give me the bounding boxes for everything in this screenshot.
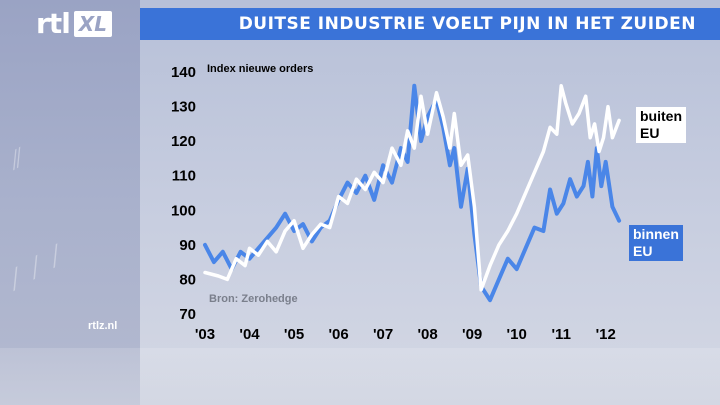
y-tick-label: 80 — [179, 271, 196, 288]
x-tick-label: '12 — [596, 326, 616, 343]
left-side-panel: ⁄⁄ ⁄⁄ ⁄ ⁄ ⁄ — [0, 0, 140, 405]
x-tick-label: '03 — [195, 326, 215, 343]
logo-rtl-text: rtl — [36, 7, 71, 40]
y-tick-label: 130 — [171, 99, 196, 116]
rtlxl-logo: rtl XL — [36, 8, 112, 40]
page-title: DUITSE INDUSTRIE VOELT PIJN IN HET ZUIDE… — [238, 14, 696, 34]
series-label-line: buiten — [640, 108, 682, 124]
logo-xl-text: XL — [73, 11, 112, 37]
y-axis: 70 80 90 100 110 120 130 140 — [171, 64, 196, 323]
x-tick-label: '07 — [373, 326, 393, 343]
series-label-line: EU — [633, 243, 653, 259]
x-tick-label: '08 — [417, 326, 437, 343]
x-tick-label: '06 — [328, 326, 348, 343]
series-line-outside-eu — [203, 84, 621, 292]
x-tick-label: '09 — [462, 326, 482, 343]
y-tick-label: 100 — [171, 202, 196, 219]
footer-band — [0, 348, 720, 405]
chart-source: Bron: Zerohedge — [209, 293, 298, 305]
series-label-line: EU — [640, 125, 660, 141]
series-lines — [203, 83, 622, 303]
site-label: rtlz.nl — [88, 320, 118, 332]
x-tick-label: '10 — [507, 326, 527, 343]
y-tick-label: 90 — [179, 237, 196, 254]
y-tick-label: 110 — [172, 168, 196, 185]
x-axis: '03 '04 '05 '06 '07 '08 '09 '10 '11 '12 — [195, 326, 616, 343]
x-tick-label: '04 — [239, 326, 260, 343]
series-label-line: binnen — [633, 226, 679, 242]
title-bar: DUITSE INDUSTRIE VOELT PIJN IN HET ZUIDE… — [140, 8, 720, 40]
y-tick-label: 120 — [171, 133, 196, 150]
y-tick-label: 70 — [179, 306, 196, 323]
series-label-outside-eu: buiten EU — [636, 107, 686, 143]
x-tick-label: '05 — [284, 326, 304, 343]
series-label-inside-eu: binnen EU — [629, 225, 683, 261]
x-tick-label: '11 — [551, 326, 570, 343]
y-tick-label: 140 — [171, 64, 196, 81]
chart-subtitle: Index nieuwe orders — [207, 63, 313, 75]
